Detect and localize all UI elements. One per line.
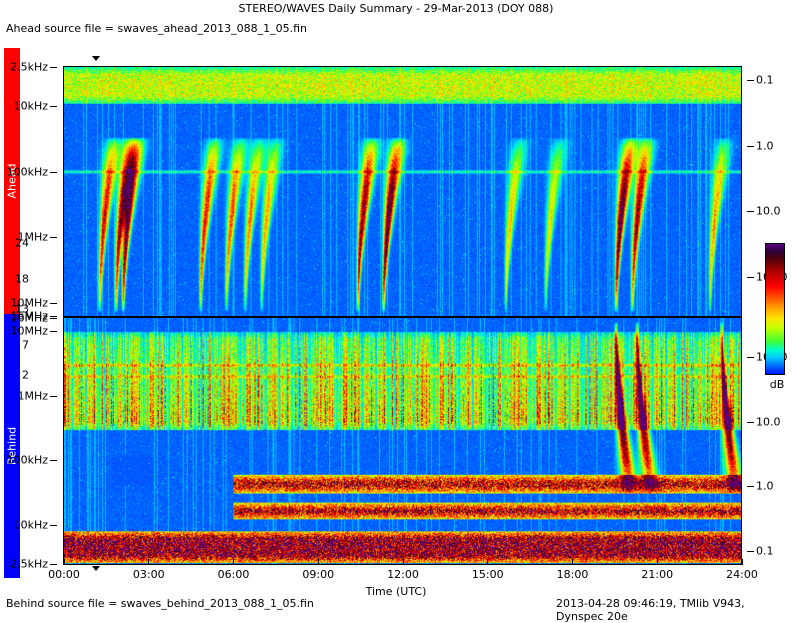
x-tick-label: 00:00: [48, 568, 80, 581]
spectrogram-image-ahead: [64, 67, 741, 316]
y-tick-mark: [50, 106, 57, 108]
y-tick-label: 10kHz: [13, 99, 48, 113]
y-tick-label: 100kHz: [6, 453, 48, 467]
y-axis-left-behind: 16MHz 10MHz 1MHz 100kHz 10kHz 2.5kHz: [0, 0, 58, 612]
y-tick-mark: [50, 331, 57, 333]
x-tick-mark: [317, 559, 319, 565]
y-tick-label: 16MHz: [10, 309, 48, 323]
y-axis-left-ahead: 2.5kHz 10kHz 100kHz 1MHz 10MHz 16MHz: [0, 0, 58, 612]
x-tick-label: 21:00: [641, 568, 674, 581]
y-tick-label: 10.0: [756, 204, 781, 218]
x-tick-mark: [402, 559, 404, 565]
y-tick-label: 10kHz: [13, 518, 48, 532]
marker-top-icon: [92, 56, 100, 61]
x-tick-label: 06:00: [217, 568, 250, 581]
y-tick-mark: [747, 80, 754, 82]
x-tick-mark: [233, 559, 234, 565]
x-tick-label: 03:00: [132, 568, 165, 581]
colorbar: [765, 243, 785, 375]
colorbar-tick-label: 2: [22, 368, 29, 382]
y-tick-mark: [50, 318, 57, 319]
x-tick-mark: [63, 559, 65, 565]
y-tick-label: 2.5kHz: [10, 60, 48, 74]
spacecraft-bar-ahead: Ahead: [4, 48, 20, 314]
y-tick-mark: [747, 356, 754, 358]
spectrogram-panel-behind[interactable]: [63, 317, 742, 565]
y-tick-mark: [747, 145, 754, 147]
y-tick-mark: [50, 171, 57, 173]
x-tick-mark: [572, 559, 573, 565]
y-tick-mark: [50, 316, 57, 317]
y-tick-label: 10MHz: [10, 296, 48, 310]
y-tick-mark: [50, 67, 57, 68]
y-tick-label: 1MHz: [17, 230, 48, 244]
y-tick-mark: [747, 421, 754, 423]
x-axis-label: Time (UTC): [365, 585, 427, 598]
x-tick-label: 12:00: [387, 568, 419, 581]
y-tick-label: 10MHz: [10, 324, 48, 338]
x-tick-label: 24:00: [726, 568, 758, 581]
x-tick-label: 09:00: [302, 568, 335, 581]
spectrogram-image-behind: [64, 318, 741, 564]
y-tick-mark: [50, 302, 57, 304]
x-tick-mark: [656, 559, 658, 565]
y-tick-label: 1MHz: [17, 389, 48, 403]
colorbar-tick-label: 18: [15, 272, 29, 286]
x-tick-mark: [487, 559, 489, 565]
y-tick-label: 2.5kHz: [10, 557, 48, 571]
y-tick-mark: [50, 395, 57, 397]
x-tick-mark: [148, 559, 150, 565]
behind-source-file-label: Behind source file = swaves_behind_2013_…: [6, 597, 314, 610]
y-tick-mark: [50, 460, 57, 462]
y-tick-label: 100kHz: [6, 165, 48, 179]
y-tick-label: 1.0: [756, 479, 774, 493]
y-tick-mark: [747, 486, 754, 488]
y-tick-mark: [747, 211, 754, 213]
y-tick-label: 0.1: [756, 544, 774, 558]
generation-timestamp: 2013-04-28 09:46:19, TMlib V943, Dynspec…: [556, 597, 745, 623]
y-tick-mark: [747, 550, 754, 552]
y-tick-mark: [50, 564, 57, 565]
colorbar-tick-label: 7: [22, 338, 29, 352]
y-tick-label: 0.1: [756, 73, 774, 87]
ahead-source-file-label: Ahead source file = swaves_ahead_2013_08…: [6, 22, 308, 35]
x-tick-label: 15:00: [471, 568, 504, 581]
colorbar-tick-label: 13: [15, 302, 29, 316]
y-tick-mark: [747, 276, 754, 278]
y-tick-mark: [50, 525, 57, 527]
spacecraft-bar-behind: Behind: [4, 314, 20, 578]
colorbar-unit-label: dB: [769, 378, 785, 391]
y-tick-label: 1.0: [756, 139, 774, 153]
colorbar-tick-label: 24: [15, 236, 29, 250]
y-tick-label: 16MHz: [10, 311, 48, 325]
y-tick-mark: [50, 237, 57, 239]
spectrogram-panel-ahead[interactable]: [63, 66, 742, 317]
x-tick-mark: [741, 559, 743, 565]
x-tick-label: 18:00: [556, 568, 589, 581]
marker-bottom-icon: [92, 566, 100, 571]
y-tick-label: 10.0: [756, 415, 781, 429]
colorbar-gradient: [766, 244, 784, 374]
page-title: STEREO/WAVES Daily Summary - 29-Mar-2013…: [238, 2, 554, 15]
